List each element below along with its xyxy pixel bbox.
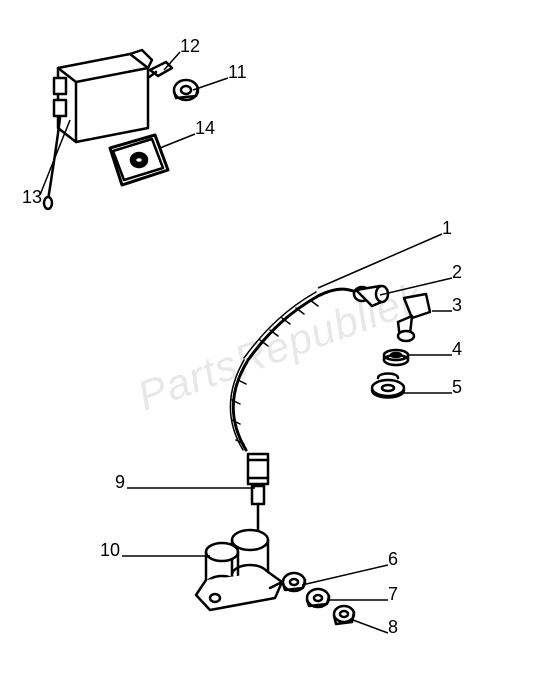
part-seal-4 [384,350,408,365]
part-washer-7 [307,589,329,607]
part-spark-cap-2 [354,286,388,306]
callout-4: 4 [452,339,462,360]
callout-7: 7 [388,584,398,605]
part-cable-lower [230,360,247,450]
parts-svg [0,0,560,693]
part-nut-8 [334,606,354,624]
callout-6: 6 [388,549,398,570]
callout-14: 14 [195,118,215,139]
callout-8: 8 [388,617,398,638]
callout-1: 1 [442,218,452,239]
callout-5: 5 [452,377,462,398]
callout-10: 10 [100,540,120,561]
part-ignition-coil [196,520,290,610]
callout-3: 3 [452,295,462,316]
callout-11: 11 [228,62,247,83]
callout-9: 9 [115,472,125,493]
part-ht-cable [244,289,356,360]
diagram-container: PartsRepubliek [0,0,560,693]
part-washer-6 [283,573,305,591]
part-connector-9 [248,454,268,520]
part-ecu-box [44,50,152,209]
callout-12: 12 [180,36,200,57]
callout-2: 2 [452,262,462,283]
part-spark-cap-3 [398,294,430,341]
callout-13: 13 [22,187,42,208]
part-rubber-mount [110,135,168,185]
part-grommet-5 [372,374,404,398]
